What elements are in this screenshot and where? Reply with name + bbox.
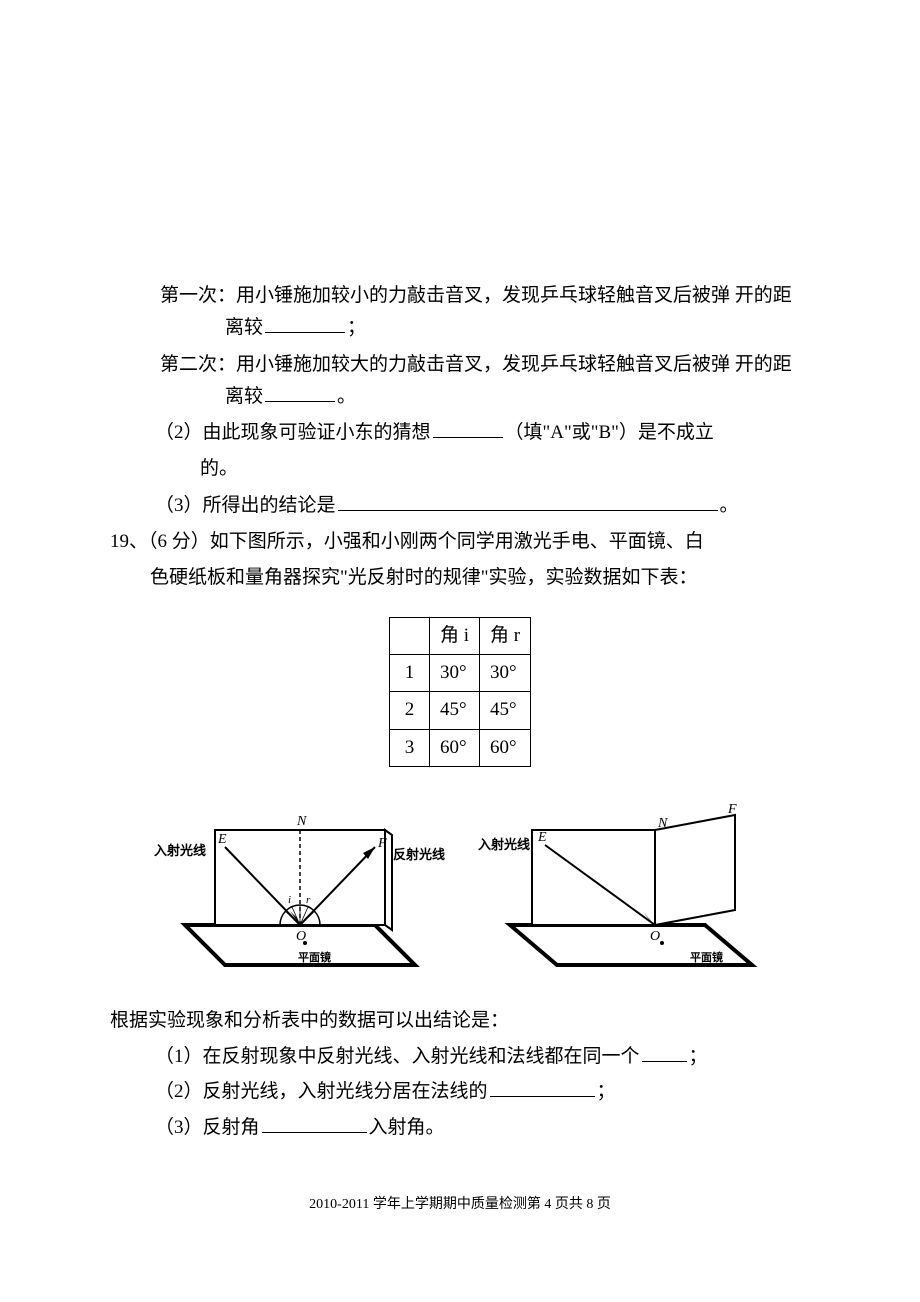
para-item-2: （2）由此现象可验证小东的猜想 （填"A"或"B"）是不成立 bbox=[110, 417, 810, 449]
label-mirror: 平面镜 bbox=[690, 950, 723, 964]
para-second-attempt: 第二次：用小锤施加较大的力敲击音叉，发现乒乓球轻触音叉后被弹 开的距离较。 bbox=[110, 349, 810, 414]
text: （填"A"或"B"）是不成立 bbox=[505, 422, 714, 443]
label-E: E bbox=[537, 830, 547, 845]
label-i: i bbox=[288, 894, 291, 906]
conclusion-3: （3）反射角 入射角。 bbox=[110, 1112, 810, 1144]
label-F: F bbox=[727, 802, 737, 817]
text: （3）所得出的结论是 bbox=[155, 495, 336, 516]
text: 色硬纸板和量角器探究"光反射时的规律"实验，实验数据如下表： bbox=[150, 567, 698, 588]
text: （1）在反射现象中反射光线、入射光线和法线都在同一个 bbox=[155, 1046, 640, 1067]
text: ； bbox=[689, 1046, 708, 1067]
blank-fill[interactable] bbox=[433, 419, 503, 438]
table-header-row: 角 i 角 r bbox=[389, 617, 530, 654]
label-incident: 入射光线 bbox=[478, 837, 530, 852]
label-mirror: 平面镜 bbox=[298, 950, 331, 964]
text: 。 bbox=[337, 386, 356, 407]
text: （3）反射角 bbox=[155, 1117, 260, 1138]
text: 根据实验现象和分析表中的数据可以出结论是： bbox=[110, 1010, 509, 1031]
document-content: 第一次：用小锤施加较小的力敲击音叉，发现乒乓球轻触音叉后被弹 开的距离较； 第二… bbox=[0, 0, 920, 1144]
table-cell: 30° bbox=[429, 654, 479, 691]
label-F: F bbox=[377, 836, 387, 851]
para-first-attempt: 第一次：用小锤施加较小的力敲击音叉，发现乒乓球轻触音叉后被弹 开的距离较； bbox=[110, 280, 810, 345]
table-header-cell: 角 r bbox=[479, 617, 530, 654]
blank-fill[interactable] bbox=[338, 492, 718, 511]
label-reflected: 反射光线 bbox=[393, 847, 445, 862]
text: 第二次：用小锤施加较大的力敲击音叉，发现乒乓球轻触音叉后被弹 bbox=[160, 354, 730, 375]
text: ； bbox=[347, 317, 366, 338]
table-row: 1 30° 30° bbox=[389, 654, 530, 691]
diagram-container: N E F O i r 入射光线 反射光线 平面镜 N bbox=[110, 785, 810, 980]
reflection-diagram-right: N E F O 入射光线 平面镜 bbox=[470, 785, 780, 980]
para-item-3: （3）所得出的结论是 。 bbox=[110, 490, 810, 522]
reflection-diagram-left: N E F O i r 入射光线 反射光线 平面镜 bbox=[140, 785, 450, 980]
conclusion-1: （1）在反射现象中反射光线、入射光线和法线都在同一个 ； bbox=[110, 1041, 810, 1073]
table-header-cell bbox=[389, 617, 429, 654]
text: 入射角。 bbox=[369, 1117, 445, 1138]
table-cell: 2 bbox=[389, 692, 429, 729]
text: 19、（6 分）如下图所示，小强和小刚两个同学用激光手电、平面镜、白 bbox=[110, 531, 704, 552]
text: （2）反射光线，入射光线分居在法线的 bbox=[155, 1081, 488, 1102]
table-cell: 60° bbox=[429, 729, 479, 766]
table-cell: 30° bbox=[479, 654, 530, 691]
label-N: N bbox=[296, 814, 307, 829]
table-cell: 60° bbox=[479, 729, 530, 766]
question-19-cont: 色硬纸板和量角器探究"光反射时的规律"实验，实验数据如下表： bbox=[110, 562, 810, 594]
label-E: E bbox=[217, 832, 227, 847]
label-incident: 入射光线 bbox=[154, 843, 206, 858]
label-O: O bbox=[296, 929, 306, 944]
table-header-cell: 角 i bbox=[429, 617, 479, 654]
text: （2）由此现象可验证小东的猜想 bbox=[155, 422, 431, 443]
blank-fill[interactable] bbox=[642, 1043, 687, 1062]
table-row: 2 45° 45° bbox=[389, 692, 530, 729]
para-item-2-cont: 的。 bbox=[110, 453, 810, 485]
text: 的。 bbox=[200, 458, 238, 479]
blank-fill[interactable] bbox=[265, 383, 335, 402]
page-footer: 2010-2011 学年上学期期中质量检测第 4 页共 8 页 bbox=[0, 1193, 920, 1217]
table-cell: 3 bbox=[389, 729, 429, 766]
blank-fill[interactable] bbox=[490, 1078, 595, 1097]
text: 第一次：用小锤施加较小的力敲击音叉，发现乒乓球轻触音叉后被弹 bbox=[160, 285, 730, 306]
conclusion-intro: 根据实验现象和分析表中的数据可以出结论是： bbox=[110, 1005, 810, 1037]
table-cell: 45° bbox=[429, 692, 479, 729]
label-r: r bbox=[306, 894, 311, 906]
conclusion-2: （2）反射光线，入射光线分居在法线的 ； bbox=[110, 1076, 810, 1108]
label-N: N bbox=[657, 816, 668, 831]
blank-fill[interactable] bbox=[262, 1114, 367, 1133]
blank-fill[interactable] bbox=[265, 314, 345, 333]
table-cell: 45° bbox=[479, 692, 530, 729]
table-row: 3 60° 60° bbox=[389, 729, 530, 766]
table-cell: 1 bbox=[389, 654, 429, 691]
label-O: O bbox=[650, 929, 660, 944]
text: 。 bbox=[720, 495, 739, 516]
experiment-data-table: 角 i 角 r 1 30° 30° 2 45° 45° 3 60° 60° bbox=[389, 617, 531, 767]
question-19: 19、（6 分）如下图所示，小强和小刚两个同学用激光手电、平面镜、白 bbox=[110, 526, 810, 558]
text: ； bbox=[597, 1081, 616, 1102]
